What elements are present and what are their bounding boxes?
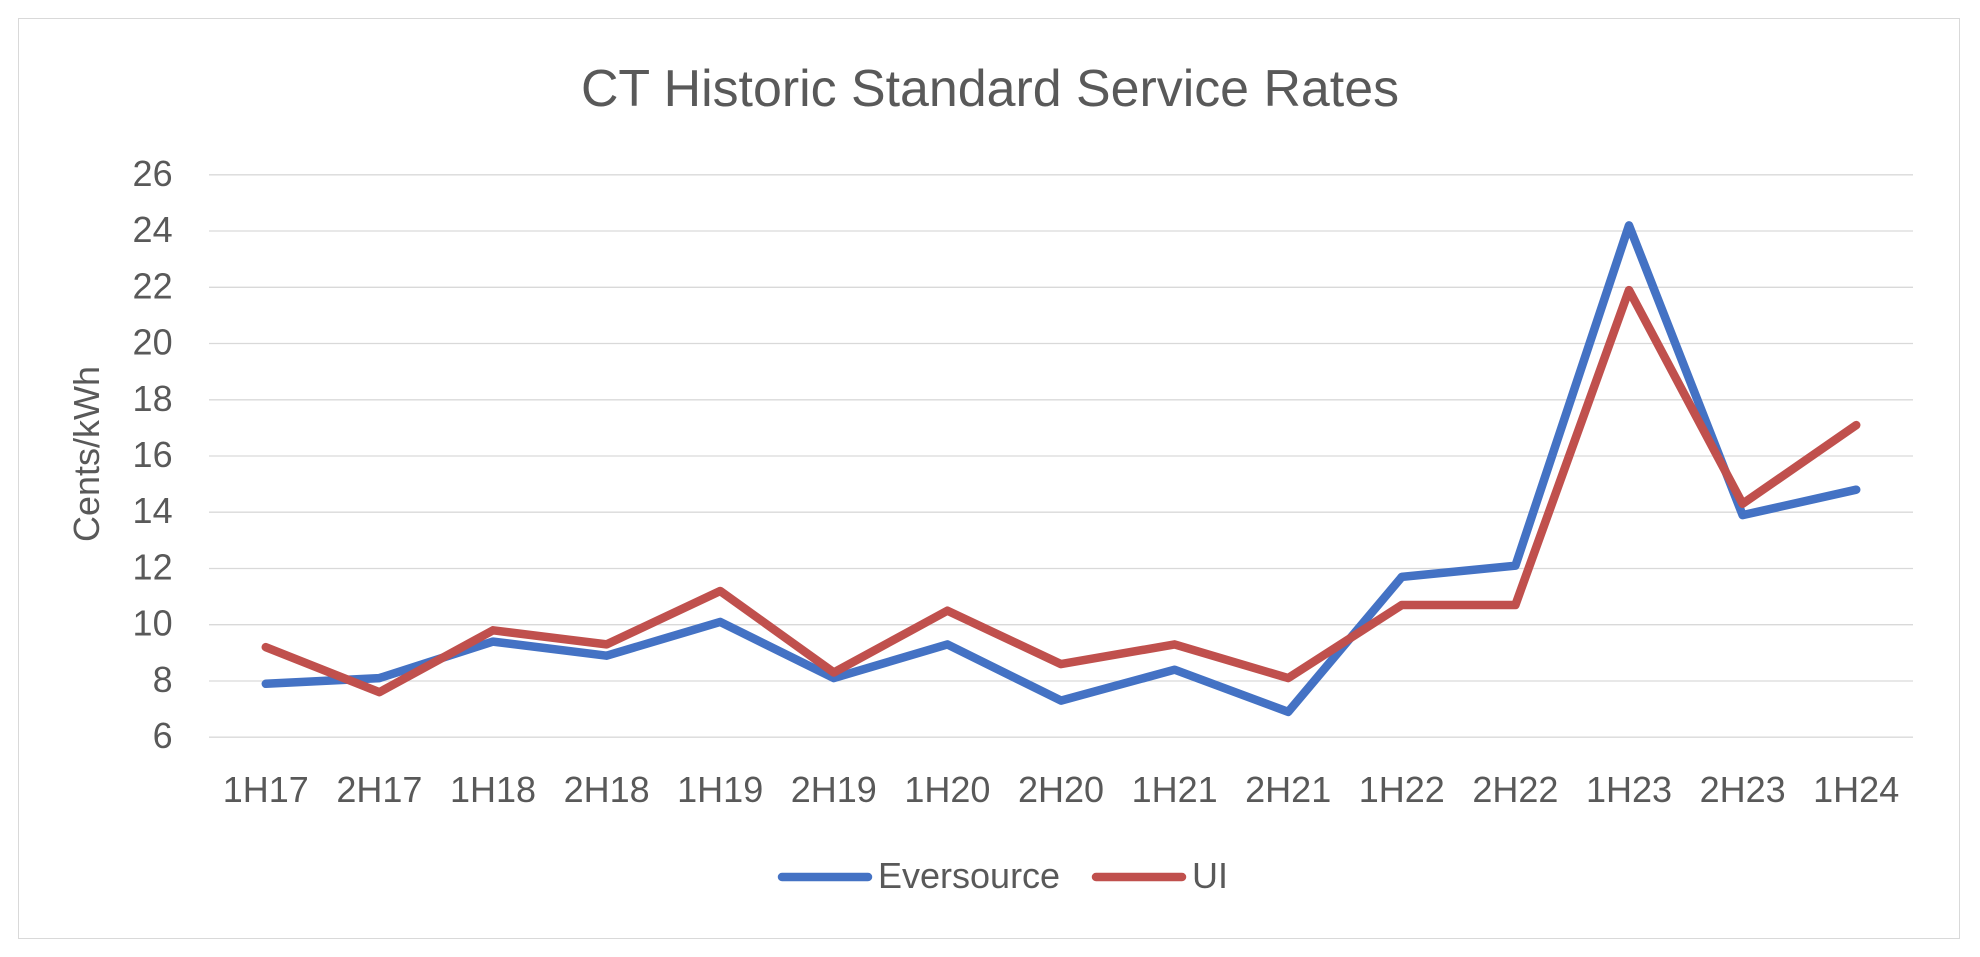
- svg-text:1H22: 1H22: [1359, 769, 1445, 810]
- svg-text:2H17: 2H17: [336, 769, 422, 810]
- svg-text:14: 14: [133, 490, 173, 531]
- svg-text:Eversource: Eversource: [878, 855, 1060, 896]
- svg-text:2H21: 2H21: [1245, 769, 1331, 810]
- svg-text:6: 6: [153, 715, 173, 756]
- svg-text:UI: UI: [1192, 855, 1228, 896]
- svg-text:1H19: 1H19: [677, 769, 763, 810]
- svg-text:2H23: 2H23: [1700, 769, 1786, 810]
- svg-text:2H20: 2H20: [1018, 769, 1104, 810]
- svg-text:1H23: 1H23: [1586, 769, 1672, 810]
- svg-text:2H22: 2H22: [1472, 769, 1558, 810]
- svg-text:22: 22: [133, 265, 173, 306]
- svg-text:1H21: 1H21: [1132, 769, 1218, 810]
- svg-text:24: 24: [133, 209, 173, 250]
- svg-text:Cents/kWh: Cents/kWh: [66, 366, 107, 542]
- svg-text:1H24: 1H24: [1813, 769, 1899, 810]
- svg-text:1H18: 1H18: [450, 769, 536, 810]
- svg-text:8: 8: [153, 659, 173, 700]
- svg-text:20: 20: [133, 322, 173, 363]
- svg-text:26: 26: [133, 153, 173, 194]
- svg-text:1H17: 1H17: [223, 769, 309, 810]
- svg-text:2H18: 2H18: [564, 769, 650, 810]
- svg-text:1H20: 1H20: [904, 769, 990, 810]
- svg-text:2H19: 2H19: [791, 769, 877, 810]
- svg-text:18: 18: [133, 378, 173, 419]
- svg-text:10: 10: [133, 603, 173, 644]
- svg-text:12: 12: [133, 547, 173, 588]
- svg-text:16: 16: [133, 434, 173, 475]
